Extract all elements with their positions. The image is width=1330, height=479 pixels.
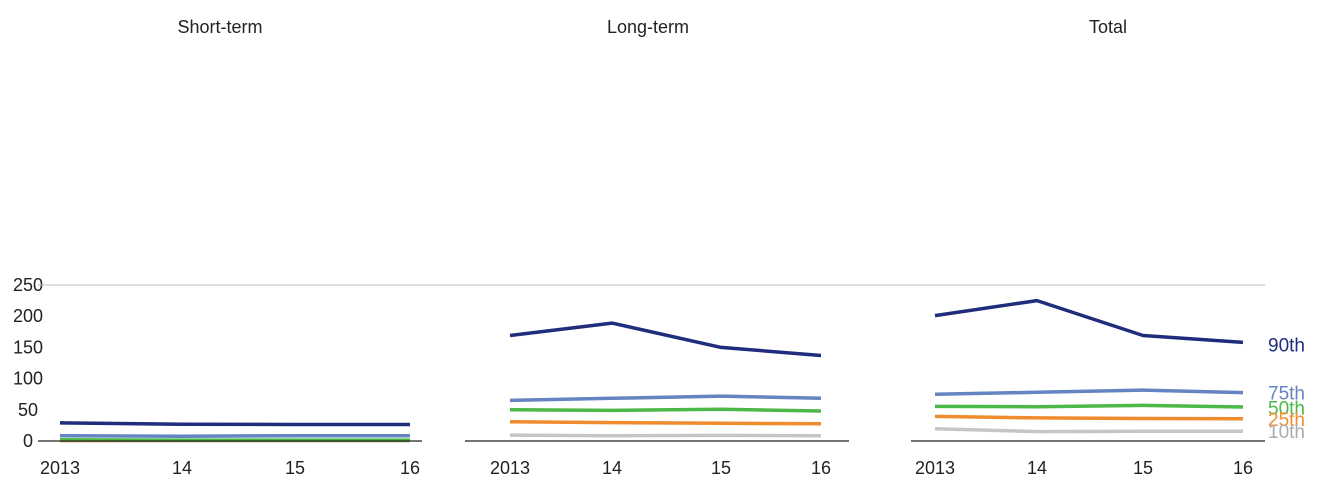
series-line-90th xyxy=(934,298,1244,345)
x-tick-label: 15 xyxy=(711,458,731,478)
series-line-25th xyxy=(509,419,822,426)
series-line-25th xyxy=(934,414,1244,421)
end-label-50th: 50th xyxy=(1268,398,1305,419)
panel-total: Total 2013 14 15 16 xyxy=(911,17,1265,478)
x-tick-label: 14 xyxy=(1027,458,1047,478)
panel-title: Long-term xyxy=(607,17,689,37)
x-tick-label: 16 xyxy=(811,458,831,478)
series-line-50th xyxy=(934,403,1244,409)
x-tick-label: 14 xyxy=(172,458,192,478)
x-tick-label: 15 xyxy=(1133,458,1153,478)
y-tick-label: 150 xyxy=(13,337,43,357)
x-tick-label: 2013 xyxy=(40,458,80,478)
series-line-75th xyxy=(509,394,822,403)
end-label-75th: 75th xyxy=(1268,383,1305,404)
y-tick-label: 0 xyxy=(23,431,33,451)
x-tick-label: 2013 xyxy=(490,458,530,478)
y-axis: 0 50 100 150 200 250 xyxy=(13,275,43,451)
series-line-75th xyxy=(934,388,1244,396)
x-tick-label: 14 xyxy=(602,458,622,478)
panel-short-term: Short-term 2013 14 15 16 xyxy=(38,17,422,478)
panel-title: Short-term xyxy=(177,17,262,37)
end-label-25th: 25th xyxy=(1268,410,1305,431)
series-line-10th xyxy=(934,427,1243,434)
y-tick-label: 50 xyxy=(18,400,38,420)
x-tick-label: 16 xyxy=(400,458,420,478)
panel-long-term: Long-term 2013 14 15 16 xyxy=(465,17,849,478)
series-line-90th xyxy=(59,421,410,427)
x-tick-label: 16 xyxy=(1233,458,1253,478)
y-tick-label: 200 xyxy=(13,306,43,326)
end-label-90th: 90th xyxy=(1268,335,1305,356)
series-line-10th xyxy=(509,433,822,438)
series-line-90th xyxy=(509,321,822,358)
series-line-50th xyxy=(509,407,822,413)
series-line-75th xyxy=(59,433,410,439)
y-tick-label: 100 xyxy=(13,369,43,389)
y-tick-label: 250 xyxy=(13,275,43,295)
x-tick-label: 2013 xyxy=(915,458,955,478)
panel-title: Total xyxy=(1089,17,1127,37)
x-tick-label: 15 xyxy=(285,458,305,478)
end-label-10th: 10th xyxy=(1268,422,1305,443)
